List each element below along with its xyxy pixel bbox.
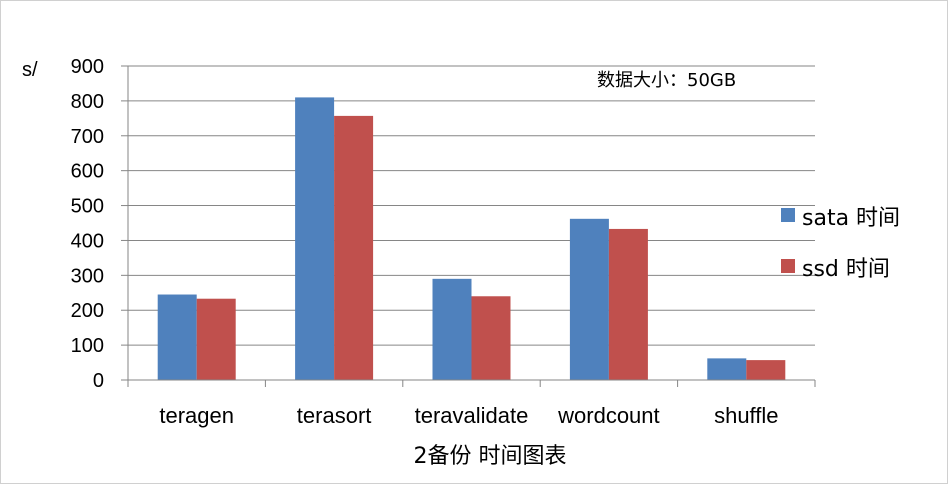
y-tick-label: 500 bbox=[71, 196, 104, 218]
bar-shuffle-ssd bbox=[746, 360, 786, 380]
y-tick-label: 200 bbox=[71, 300, 104, 322]
x-category-labels: teragen terasort teravalidate wordcount shuf… bbox=[159, 403, 778, 428]
y-tick-label: 100 bbox=[71, 335, 104, 357]
data-size-annotation: 数据大小：50GB bbox=[597, 70, 736, 91]
y-axis-label: s/ bbox=[22, 59, 38, 81]
bar-terasort-ssd bbox=[334, 115, 374, 380]
x-category-label: teravalidate bbox=[415, 403, 529, 428]
legend-label-ssd: ssd 时间 bbox=[802, 257, 890, 282]
legend-swatch-sata bbox=[781, 208, 795, 222]
bar-teragen-ssd bbox=[196, 298, 236, 380]
bar-teravalidate-ssd bbox=[471, 296, 511, 380]
bar-teravalidate-sata bbox=[432, 278, 472, 380]
y-tick-label: 400 bbox=[71, 230, 104, 252]
bar-teragen-sata bbox=[157, 294, 197, 380]
legend-label-sata: sata 时间 bbox=[802, 206, 900, 231]
bar-wordcount-sata bbox=[569, 218, 609, 380]
y-tick-label: 300 bbox=[71, 265, 104, 287]
y-tick-label: 0 bbox=[93, 370, 104, 392]
x-category-label: teragen bbox=[159, 403, 234, 428]
x-category-label: shuffle bbox=[714, 403, 778, 428]
bar-terasort-sata bbox=[295, 97, 335, 381]
y-tick-label: 600 bbox=[71, 161, 104, 183]
legend-swatch-ssd bbox=[781, 259, 795, 273]
bars bbox=[157, 97, 786, 381]
y-tick-label: 900 bbox=[71, 56, 104, 78]
y-tick-labels: 0 100 200 300 400 500 600 700 800 900 bbox=[71, 56, 104, 392]
chart-title: 2备份 时间图表 bbox=[414, 444, 567, 469]
axes bbox=[127, 66, 816, 387]
y-tick-label: 800 bbox=[71, 91, 104, 113]
x-category-label: terasort bbox=[297, 403, 372, 428]
y-tick-label: 700 bbox=[71, 126, 104, 148]
bar-shuffle-sata bbox=[707, 358, 747, 380]
legend: sata 时间 ssd 时间 bbox=[781, 206, 900, 282]
x-category-label: wordcount bbox=[557, 403, 660, 428]
bar-wordcount-ssd bbox=[608, 228, 648, 380]
